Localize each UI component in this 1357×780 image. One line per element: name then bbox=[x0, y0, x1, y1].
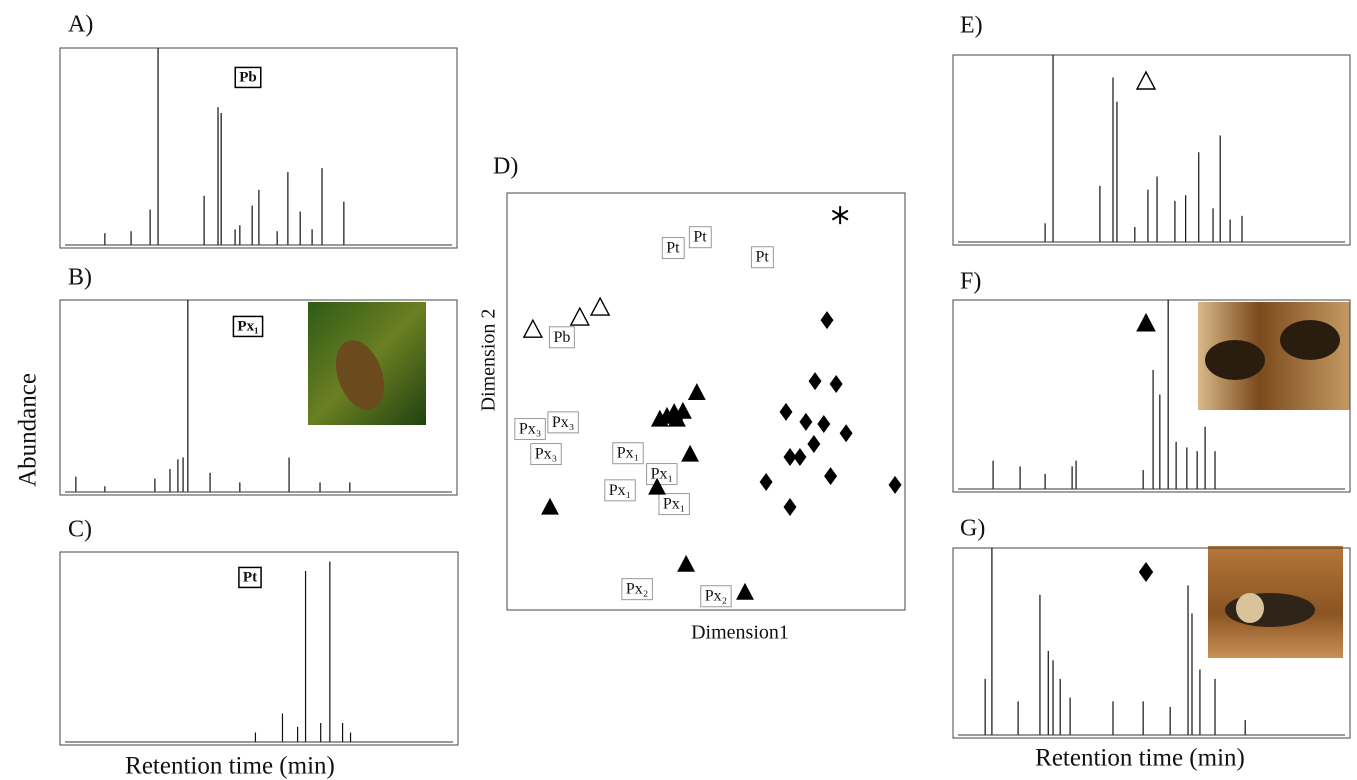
diamond bbox=[799, 412, 813, 431]
label-box bbox=[548, 326, 575, 349]
diamond bbox=[820, 311, 834, 330]
diamond bbox=[817, 415, 831, 434]
point-label: Px₁ bbox=[609, 482, 631, 499]
point-label: Pb bbox=[553, 329, 570, 346]
tag-box bbox=[234, 66, 262, 89]
label-box bbox=[658, 493, 690, 516]
diamond bbox=[829, 374, 843, 393]
panel-label: E) bbox=[960, 13, 983, 39]
plot-frame bbox=[952, 299, 1351, 493]
diamond bbox=[839, 424, 853, 443]
diamond bbox=[779, 402, 793, 421]
point-label: Pb bbox=[239, 69, 257, 85]
point-label: Pt bbox=[693, 229, 707, 246]
label-box bbox=[604, 479, 636, 502]
group-symbol bbox=[1138, 562, 1154, 582]
label-box bbox=[700, 585, 732, 608]
point-label: Px₁ bbox=[651, 466, 673, 483]
point-label: Px₁ bbox=[237, 318, 258, 334]
triangle bbox=[681, 444, 700, 462]
point-label: Px₂ bbox=[626, 581, 648, 598]
triangle bbox=[648, 477, 666, 495]
plot-frame bbox=[59, 299, 458, 496]
label-box bbox=[646, 463, 678, 486]
plot-frame bbox=[59, 47, 458, 249]
x-axis-label: Dimension1 bbox=[691, 622, 789, 644]
point-label: Px₁ bbox=[617, 445, 639, 462]
panel-label: D) bbox=[493, 154, 518, 180]
point-label: Px₃ bbox=[535, 446, 557, 463]
triangle bbox=[541, 497, 559, 515]
diamond bbox=[807, 435, 821, 454]
label-box bbox=[514, 418, 546, 441]
plot-frame bbox=[506, 192, 906, 611]
triangle bbox=[668, 409, 686, 427]
panel-label: C) bbox=[68, 517, 92, 543]
group-symbol bbox=[1136, 312, 1156, 332]
label-box bbox=[688, 226, 712, 249]
x-axis-label: Retention time (min) bbox=[125, 753, 335, 780]
plot-frame bbox=[952, 547, 1351, 739]
diamond bbox=[759, 472, 773, 491]
triangle bbox=[677, 554, 696, 572]
y-axis-label: Dimension 2 bbox=[478, 309, 500, 412]
asterisk bbox=[831, 206, 849, 225]
panel-label: G) bbox=[960, 516, 985, 542]
open-triangle bbox=[589, 296, 611, 316]
label-box bbox=[547, 411, 579, 434]
open-triangle bbox=[569, 306, 590, 326]
point-label: Pt bbox=[755, 249, 769, 266]
label-box bbox=[612, 442, 644, 465]
plot-frame bbox=[952, 54, 1351, 246]
label-box bbox=[621, 578, 653, 601]
triangle bbox=[736, 582, 754, 600]
diamond bbox=[888, 475, 902, 494]
plot-frame bbox=[59, 551, 459, 746]
diamond bbox=[824, 467, 838, 486]
group-symbol bbox=[1135, 70, 1157, 90]
bee-photo-body bbox=[335, 340, 385, 410]
panel-label: B) bbox=[68, 265, 92, 291]
label-box bbox=[750, 246, 774, 269]
point-label: Px₃ bbox=[519, 421, 541, 438]
y-axis-label: Abundance bbox=[15, 373, 42, 487]
diamond bbox=[783, 498, 797, 517]
label-box bbox=[661, 237, 685, 260]
tag-box bbox=[232, 315, 264, 338]
tag-box bbox=[238, 566, 262, 589]
point-label: Pt bbox=[243, 569, 257, 585]
diamond bbox=[783, 447, 797, 466]
label-box bbox=[530, 443, 562, 466]
point-label: Px₁ bbox=[663, 496, 685, 513]
bee-photo-body bbox=[1280, 320, 1340, 360]
bee-photo-body bbox=[1205, 340, 1265, 380]
diamond bbox=[808, 372, 822, 391]
panel-label: A) bbox=[68, 12, 93, 38]
point-label: Px₂ bbox=[705, 588, 727, 605]
open-triangle bbox=[522, 318, 544, 338]
point-label: Pt bbox=[666, 240, 680, 257]
triangle bbox=[687, 383, 706, 400]
diamond bbox=[793, 447, 807, 466]
x-axis-label: Retention time (min) bbox=[1035, 745, 1245, 772]
bee-photo-stripe bbox=[1236, 593, 1264, 623]
point-label: Px₃ bbox=[552, 414, 574, 431]
panel-label: F) bbox=[960, 269, 981, 295]
